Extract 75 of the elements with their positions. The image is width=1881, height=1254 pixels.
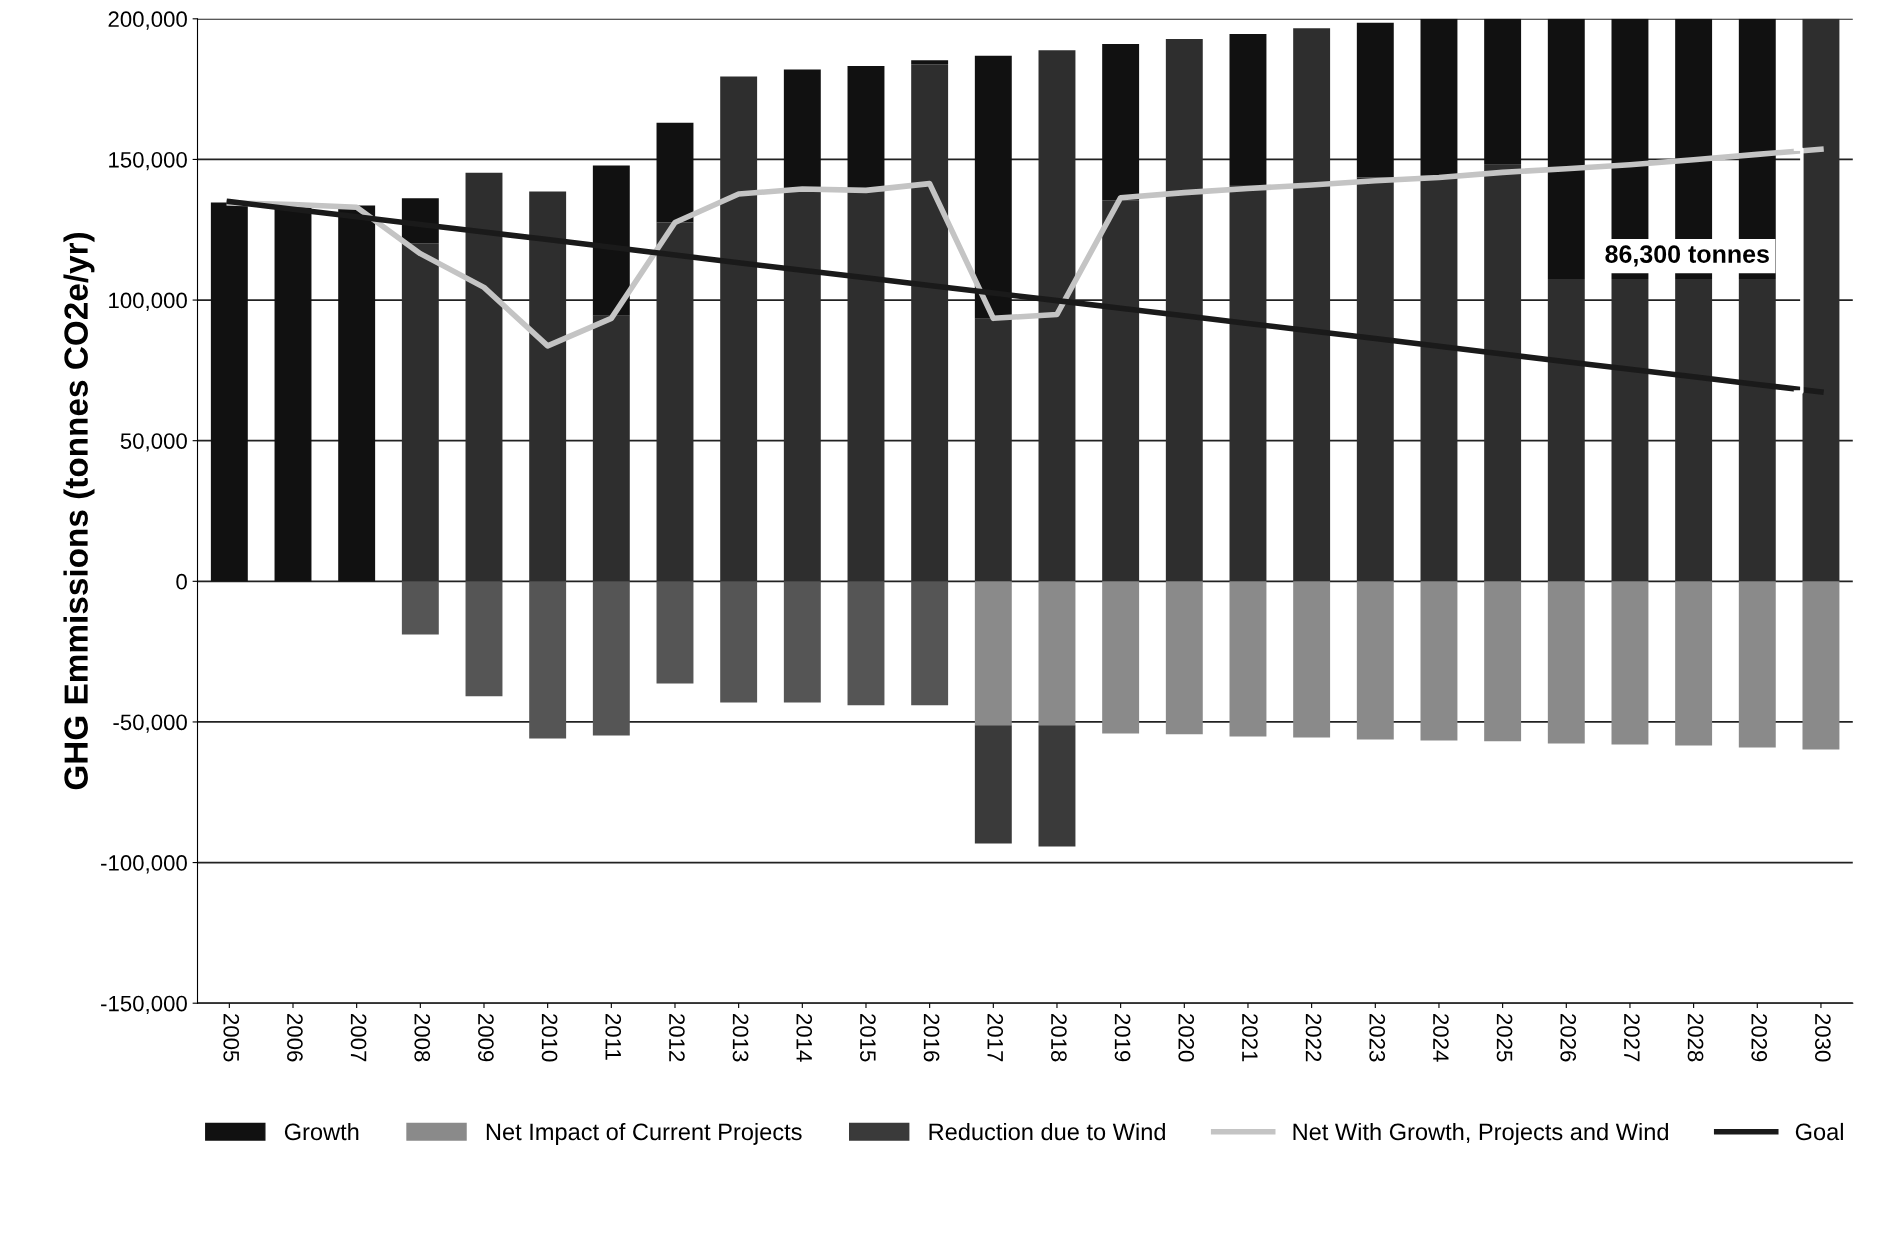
bar — [1038, 725, 1076, 847]
x-tick-label: 2009 — [478, 1014, 494, 1062]
bar — [1420, 581, 1458, 741]
bar — [1675, 581, 1713, 746]
y-tick-label: -100,000 — [101, 855, 187, 874]
bar — [1229, 34, 1267, 186]
bar — [1738, 581, 1776, 748]
bar — [1547, 18, 1585, 279]
bar — [1102, 44, 1140, 201]
y-tick-label: 150,000 — [109, 151, 187, 171]
bar — [592, 581, 630, 736]
x-tick-label: 2028 — [1687, 1014, 1704, 1062]
x-tick-label: 2006 — [287, 1014, 303, 1062]
y-axis-title: GHG Emmissions (tonnes CO2e/yr) — [63, 232, 95, 790]
y-tick-label: 0 — [176, 573, 187, 590]
x-tick-label: 2021 — [1242, 1014, 1258, 1062]
y-tick-label: -50,000 — [113, 714, 187, 733]
x-tick-label: 2008 — [414, 1014, 431, 1062]
x-tick-label: 2024 — [1433, 1014, 1449, 1062]
x-tick-label: 2018 — [1051, 1014, 1067, 1062]
x-tick-label: 2011 — [605, 1014, 622, 1060]
bar — [783, 581, 821, 703]
legend-label: Growth — [284, 1122, 359, 1141]
x-tick-label: 2005 — [223, 1014, 240, 1062]
y-tick-label: -150,000 — [101, 995, 187, 1015]
bar — [1802, 581, 1840, 750]
y-tick-label: 50,000 — [120, 433, 187, 452]
x-tick-label: 2016 — [923, 1014, 940, 1062]
bar — [401, 581, 439, 635]
bar — [1038, 581, 1076, 726]
bar — [720, 581, 758, 703]
bar — [529, 581, 567, 739]
x-tick-label: 2022 — [1305, 1014, 1322, 1062]
bar — [1420, 18, 1458, 175]
bar — [1611, 581, 1649, 745]
x-tick-label: 2017 — [987, 1014, 1004, 1062]
bar — [847, 581, 885, 706]
bar — [1356, 581, 1394, 740]
x-tick-label: 2023 — [1369, 1014, 1386, 1062]
bar — [911, 60, 949, 65]
bar — [1484, 18, 1522, 165]
x-tick-label: 2030 — [1814, 1014, 1831, 1062]
bar — [656, 581, 694, 684]
x-tick-label: 2029 — [1751, 1014, 1768, 1062]
bar — [1165, 581, 1203, 735]
x-tick-label: 2007 — [350, 1014, 367, 1062]
x-tick-label: 2014 — [796, 1014, 813, 1062]
legend-label: Reduction due to Wind — [929, 1122, 1165, 1141]
x-tick-label: 2025 — [1496, 1014, 1513, 1062]
x-tick-label: 2012 — [669, 1014, 685, 1062]
bar — [1484, 581, 1522, 742]
legend-label: Net With Growth, Projects and Wind — [1293, 1122, 1668, 1145]
bar — [1102, 581, 1140, 734]
x-tick-label: 2020 — [1178, 1014, 1195, 1062]
legend-label: Net Impact of Current Projects — [486, 1122, 802, 1145]
bar — [974, 581, 1012, 726]
bar — [847, 66, 885, 192]
legend-label: Goal — [1795, 1122, 1843, 1141]
bar — [465, 581, 503, 697]
x-tick-label: 2019 — [1114, 1014, 1131, 1062]
bar — [1293, 581, 1331, 738]
bar — [1229, 581, 1267, 737]
bar — [1547, 581, 1585, 744]
y-tick-label: 100,000 — [109, 292, 187, 311]
x-tick-label: 2027 — [1623, 1014, 1640, 1062]
x-tick-label: 2010 — [541, 1014, 558, 1062]
x-tick-label: 2026 — [1560, 1014, 1577, 1062]
y-tick-label: 200,000 — [108, 11, 187, 30]
annotation: 86,300 tonnes — [1605, 245, 1769, 267]
x-tick-label: 2015 — [860, 1014, 876, 1062]
x-tick-label: 2013 — [732, 1014, 749, 1062]
bar — [1356, 22, 1394, 178]
bar — [656, 122, 694, 223]
bar — [974, 725, 1012, 844]
bar — [911, 581, 949, 706]
